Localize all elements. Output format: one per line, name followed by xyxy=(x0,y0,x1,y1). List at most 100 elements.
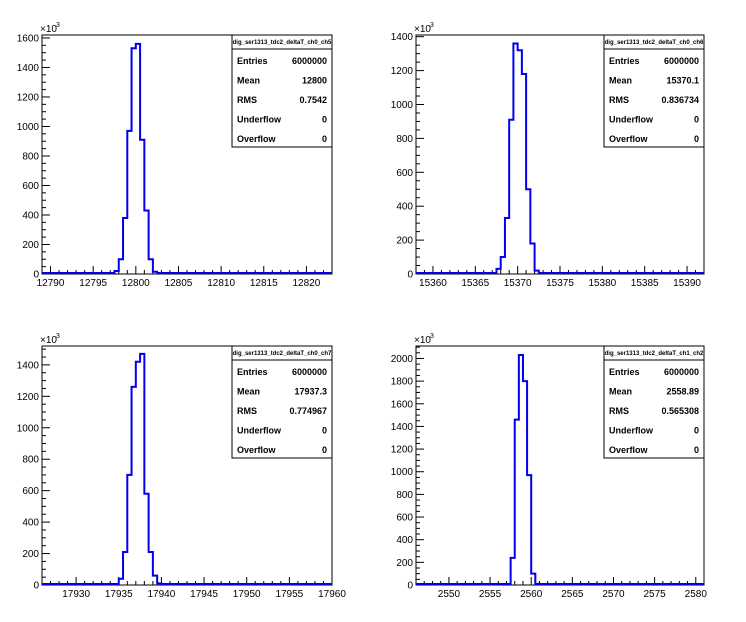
stats-value: 0 xyxy=(694,445,699,455)
y-tick-label: 400 xyxy=(396,202,413,213)
y-tick-label: 400 xyxy=(396,535,413,546)
y-tick-label: 1000 xyxy=(17,423,40,434)
stats-label: Underflow xyxy=(609,115,654,125)
stats-label: Overflow xyxy=(237,134,277,144)
stats-value: 0 xyxy=(694,426,699,436)
histogram-bin xyxy=(136,44,140,274)
y-tick-label: 200 xyxy=(396,558,413,569)
y-tick-label: 200 xyxy=(22,240,39,251)
stats-value: 6000000 xyxy=(664,367,699,377)
histogram-bin xyxy=(522,74,526,274)
stats-value: 0.836734 xyxy=(661,95,699,105)
histogram-bin xyxy=(136,362,140,585)
y-tick-label: 0 xyxy=(407,581,413,592)
histogram-bin xyxy=(531,574,535,585)
histogram-bin xyxy=(513,43,517,274)
histogram-bin xyxy=(511,558,515,585)
y-multiplier-label: ×10 xyxy=(40,335,57,346)
x-tick-label: 12800 xyxy=(122,278,150,289)
histogram-bin xyxy=(132,48,136,274)
histogram-bin xyxy=(530,243,534,274)
stats-label: Entries xyxy=(237,367,268,377)
stats-label: RMS xyxy=(237,406,257,416)
histogram-pad-1: 12790 12795 12800 12805 12810 12815 12820 0 200 4… xyxy=(17,22,333,289)
stats-label: Entries xyxy=(609,367,640,377)
y-tick-label: 0 xyxy=(33,270,39,281)
stats-box xyxy=(231,345,333,459)
x-tick-label: 15375 xyxy=(546,278,574,289)
x-tick-label: 2570 xyxy=(602,589,625,600)
histogram-bin xyxy=(115,271,119,274)
x-tick-label: 2550 xyxy=(438,589,461,600)
stats-label: Underflow xyxy=(609,426,654,436)
y-multiplier-exponent: 3 xyxy=(430,333,434,340)
x-tick-label: 17945 xyxy=(190,589,218,600)
stats-box xyxy=(231,34,333,148)
x-tick-label: 12815 xyxy=(250,278,278,289)
stats-label: Underflow xyxy=(237,426,282,436)
histogram-bin xyxy=(140,354,144,585)
histogram-pad-3: 17930 17935 17940 17945 17950 17955 17960 0 200 4… xyxy=(17,333,347,600)
stats-label: Overflow xyxy=(609,445,649,455)
x-tick-label: 15390 xyxy=(673,278,701,289)
histogram-bin xyxy=(119,259,123,274)
stats-value: 0 xyxy=(694,115,699,125)
stats-value: 15370.1 xyxy=(666,76,699,86)
stats-value: 0 xyxy=(322,115,327,125)
stats-label: Mean xyxy=(237,76,260,86)
stats-value: 0 xyxy=(322,134,327,144)
x-tick-label: 15370 xyxy=(504,278,532,289)
stats-label: Underflow xyxy=(237,115,282,125)
y-tick-label: 0 xyxy=(407,270,413,281)
y-tick-label: 1000 xyxy=(391,100,414,111)
histogram-bin xyxy=(519,355,523,585)
histogram-line xyxy=(416,354,704,585)
histogram-pad-2: 15360 15365 15370 15375 15380 15385 15390 0 200 4… xyxy=(391,22,705,289)
stats-label: Entries xyxy=(237,56,268,66)
histogram-bin xyxy=(123,218,127,274)
histogram-bin xyxy=(157,583,161,585)
stats-value: 0.565308 xyxy=(661,406,699,416)
histogram-bin xyxy=(501,257,505,274)
y-multiplier-exponent: 3 xyxy=(430,22,434,29)
histogram-bin xyxy=(144,211,148,274)
y-multiplier-label: ×10 xyxy=(414,335,431,346)
stats-value: 0 xyxy=(322,426,327,436)
stats-box xyxy=(603,345,705,459)
y-tick-label: 600 xyxy=(22,486,39,497)
stats-title: dig_ser1313_tdc2_deltaT_ch1_ch2 xyxy=(605,351,704,357)
histogram-bin xyxy=(132,387,136,585)
y-tick-label: 1600 xyxy=(17,33,40,44)
histogram-bin xyxy=(518,50,522,274)
stats-value: 0 xyxy=(694,134,699,144)
x-tick-label: 17960 xyxy=(318,589,346,600)
x-tick-label: 12795 xyxy=(79,278,107,289)
x-tick-label: 15365 xyxy=(461,278,489,289)
histogram-bin xyxy=(119,579,123,585)
histogram-bin xyxy=(153,272,157,274)
stats-label: RMS xyxy=(609,95,629,105)
y-tick-label: 200 xyxy=(396,236,413,247)
histogram-bin xyxy=(535,271,539,274)
y-tick-label: 200 xyxy=(22,549,39,560)
x-tick-label: 2560 xyxy=(520,589,543,600)
y-multiplier-exponent: 3 xyxy=(56,22,60,29)
histogram-bin xyxy=(515,420,519,585)
stats-title: dig_ser1313_tdc2_deltaT_ch0_ch6 xyxy=(605,40,704,46)
y-tick-label: 1200 xyxy=(391,445,414,456)
x-tick-label: 17930 xyxy=(62,589,90,600)
x-tick-label: 17950 xyxy=(233,589,261,600)
stats-value: 6000000 xyxy=(664,56,699,66)
y-tick-label: 1400 xyxy=(391,32,414,43)
stats-value: 0.7542 xyxy=(299,95,327,105)
histogram-bin xyxy=(523,381,527,585)
histogram-pad-4: 2550 2555 2560 2565 2570 2575 2580 0 200 400 600 80… xyxy=(391,333,708,600)
stats-value: 0 xyxy=(322,445,327,455)
histogram-bin xyxy=(144,494,148,585)
histogram-line xyxy=(42,42,332,274)
x-tick-label: 17955 xyxy=(275,589,303,600)
histogram-bin xyxy=(496,269,500,274)
x-tick-label: 2580 xyxy=(685,589,708,600)
stats-label: Mean xyxy=(609,76,632,86)
stats-label: Entries xyxy=(609,56,640,66)
